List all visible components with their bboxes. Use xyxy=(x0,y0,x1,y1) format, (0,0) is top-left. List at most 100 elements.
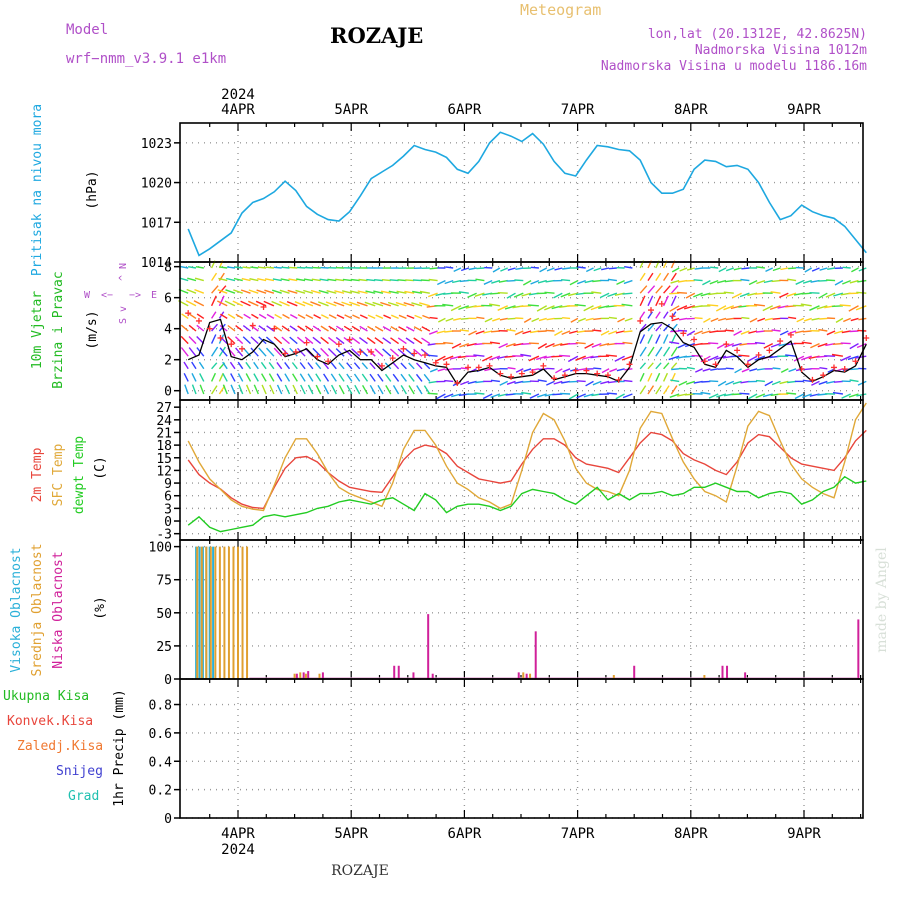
wind-arrow xyxy=(740,330,750,335)
wind-arrow xyxy=(623,279,633,285)
wind-arrow xyxy=(753,303,765,307)
wind-arrow xyxy=(551,355,563,358)
wind-arrow xyxy=(400,373,407,382)
wind-arrow xyxy=(794,330,805,334)
wind-arrow xyxy=(498,342,508,349)
wind-arrow xyxy=(718,267,727,273)
wind-arrow xyxy=(693,279,703,282)
wind-arrow xyxy=(616,368,625,372)
wind-arrow xyxy=(710,317,719,323)
wind-arrow xyxy=(700,342,711,345)
wind-arrow xyxy=(529,393,540,399)
wind-arrow xyxy=(445,368,454,371)
wind-gust-marker xyxy=(723,341,730,348)
wind-arrow xyxy=(389,279,399,282)
panel-frame xyxy=(179,678,864,819)
wind-arrow xyxy=(180,347,189,357)
wind-arrow xyxy=(191,361,197,370)
wind-arrow xyxy=(506,279,516,282)
wind-arrow xyxy=(562,368,571,373)
wind-arrow xyxy=(617,317,625,323)
wind-arrow xyxy=(276,373,283,382)
wind-arrow xyxy=(857,279,867,283)
y-tick-label: 0 xyxy=(164,515,172,530)
wind-arrow xyxy=(311,278,321,282)
wind-arrow xyxy=(366,337,376,345)
wind-arrow xyxy=(280,278,290,282)
y-tick-label: 0 xyxy=(164,812,172,827)
compass-up-arrow: ^ xyxy=(118,275,129,281)
wind-arrow xyxy=(523,368,532,372)
wind-arrow xyxy=(284,361,291,370)
wind-arrow xyxy=(575,342,586,345)
wind-arrow xyxy=(545,279,555,283)
wind-arrow xyxy=(359,314,368,320)
wind-arrow xyxy=(391,314,399,320)
wind-arrow xyxy=(544,291,555,294)
wind-arrow xyxy=(748,330,758,334)
wind-arrow xyxy=(359,325,368,332)
wind-arrow xyxy=(408,385,415,395)
wind-arrow xyxy=(623,379,633,383)
wind-arrow xyxy=(248,289,259,294)
wind-arrow xyxy=(284,384,291,395)
wind-arrow xyxy=(554,330,563,337)
wind-arrow xyxy=(211,346,219,357)
wind-arrow xyxy=(269,384,275,395)
wind-arrow xyxy=(803,368,812,371)
wind-arrow xyxy=(488,303,501,307)
wind-arrow xyxy=(718,317,727,322)
model-label: Model xyxy=(66,22,108,38)
wind-arrow xyxy=(802,393,812,399)
wind-arrow xyxy=(833,292,844,297)
wind-arrow xyxy=(222,384,228,395)
wind-arrow xyxy=(770,291,781,294)
wind-arrow xyxy=(663,285,671,294)
wind-arrow xyxy=(816,305,828,310)
wind-arrow xyxy=(647,362,654,370)
wind-arrow xyxy=(539,267,548,273)
wind-arrow xyxy=(772,367,781,370)
wind-arrow xyxy=(428,330,438,335)
wind-gust-marker xyxy=(766,347,773,354)
wind-arrow xyxy=(264,278,275,282)
wind-arrow xyxy=(748,279,758,286)
wind-arrow xyxy=(849,330,859,333)
wind-arrow xyxy=(343,348,353,357)
wind-arrow xyxy=(305,325,314,332)
wind-arrow xyxy=(506,380,516,385)
wind-arrow xyxy=(437,317,446,323)
wind-arrow xyxy=(723,305,735,311)
wind-arrow xyxy=(420,279,430,282)
wind-arrow xyxy=(788,316,797,320)
wind-arrow xyxy=(835,317,844,324)
cloud-unit-label: (%) xyxy=(93,596,108,619)
wind-arrow xyxy=(459,279,469,283)
wind-gust-marker xyxy=(271,325,278,332)
wind-arrow xyxy=(242,325,251,332)
wind-arrow xyxy=(841,393,851,399)
wind-arrow xyxy=(739,392,750,395)
wind-arrow xyxy=(827,267,836,270)
wind-axis-label-2: Brzina i Pravac xyxy=(51,271,66,388)
wind-arrow xyxy=(312,347,322,357)
wind-arrow xyxy=(741,368,750,373)
wind-arrow xyxy=(561,380,571,384)
wind-arrow xyxy=(287,289,298,294)
wind-arrow xyxy=(601,267,610,271)
wind-gust-marker xyxy=(378,362,385,369)
wind-arrow xyxy=(554,267,563,271)
wind-arrow xyxy=(702,368,711,372)
wind-arrow xyxy=(281,266,290,269)
wind-arrow xyxy=(282,313,290,320)
wind-arrow xyxy=(607,278,618,282)
top-date-label: 5APR xyxy=(334,102,368,118)
wind-arrow xyxy=(514,279,524,282)
wind-arrow xyxy=(607,380,618,384)
year-label-top: 2024 xyxy=(221,87,255,103)
wind-arrow xyxy=(459,329,469,332)
wind-gust-marker xyxy=(594,370,601,377)
wind-gust-marker xyxy=(830,364,837,371)
wind-arrow xyxy=(336,314,345,320)
wind-arrow xyxy=(538,317,547,322)
